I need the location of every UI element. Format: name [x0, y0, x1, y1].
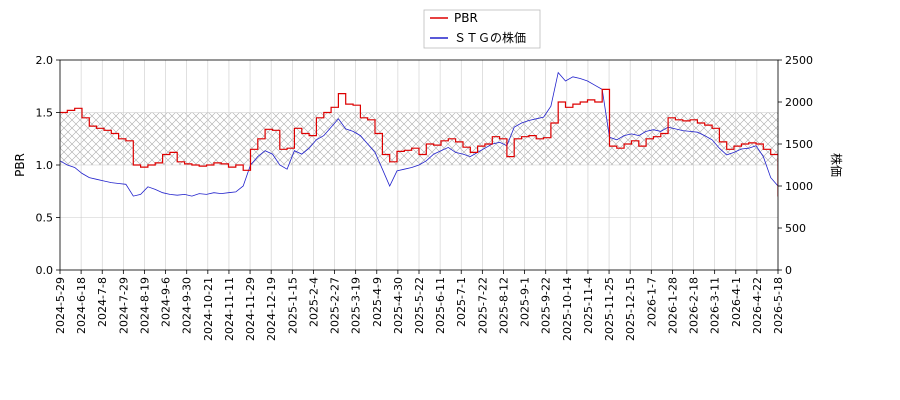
x-tick-label: 2025-2-4: [307, 277, 320, 327]
x-tick-label: 2024-9-6: [160, 277, 173, 327]
x-tick-label: 2025-6-11: [434, 277, 447, 334]
x-tick-label: 2026-4-1: [730, 277, 743, 327]
x-tick-label: 2025-9-1: [519, 277, 532, 327]
x-tick-label: 2025-4-9: [371, 277, 384, 327]
x-tick-label: 2025-4-30: [392, 277, 405, 334]
x-tick-label: 2025-7-1: [455, 277, 468, 327]
right-tick-label: 2500: [785, 54, 813, 67]
right-axis-ticks: 0 500 1000 1500 2000 2500: [778, 54, 813, 277]
right-tick-label: 2000: [785, 96, 813, 109]
x-tick-label: 2026-2-18: [688, 277, 701, 334]
x-tick-label: 2024-6-18: [75, 277, 88, 334]
left-tick-label: 0.5: [36, 212, 54, 225]
legend-label-stock-price: ＳＴＧの株価: [454, 30, 526, 45]
x-tick-label: 2026-1-28: [666, 277, 679, 334]
x-tick-label: 2025-5-22: [413, 277, 426, 334]
x-tick-label: 2025-10-14: [561, 277, 574, 341]
legend-box: [423, 9, 541, 49]
x-tick-label: 2025-2-27: [329, 277, 342, 334]
x-tick-label: 2024-11-29: [244, 277, 257, 341]
x-tick-label: 2024-12-19: [265, 277, 278, 341]
x-tick-label: 2024-5-29: [54, 277, 67, 334]
x-axis-ticks: 2024-5-29 2024-6-18 2024-7-8 2024-7-29 2024-…: [54, 270, 785, 341]
left-tick-label: 2.0: [36, 54, 54, 67]
x-tick-label: 2026-1-7: [645, 277, 658, 327]
right-axis-title: 株価: [829, 153, 844, 177]
x-tick-label: 2024-7-29: [117, 277, 130, 334]
x-tick-label: 2024-10-21: [202, 277, 215, 341]
legend: PBR ＳＴＧの株価: [423, 9, 541, 49]
x-tick-label: 2026-3-11: [709, 277, 722, 334]
left-axis-ticks: 0.0 0.5 1.0 1.5 2.0: [36, 54, 60, 277]
x-tick-label: 2025-11-25: [603, 277, 616, 341]
x-tick-label: 2025-8-12: [497, 277, 510, 334]
x-tick-label: 2024-8-19: [138, 277, 151, 334]
left-tick-label: 1.5: [36, 107, 54, 120]
x-tick-label: 2025-11-4: [582, 277, 595, 334]
right-tick-label: 0: [785, 264, 792, 277]
x-tick-label: 2026-4-22: [751, 277, 764, 334]
x-tick-label: 2025-3-19: [350, 277, 363, 334]
series-line-stock-price: [60, 71, 778, 197]
x-tick-label: 2024-9-30: [181, 277, 194, 334]
right-tick-label: 500: [785, 222, 806, 235]
x-tick-label: 2024-11-11: [223, 277, 236, 341]
legend-label-pbr: PBR: [454, 11, 478, 25]
x-tick-label: 2025-1-15: [286, 277, 299, 334]
right-tick-label: 1500: [785, 138, 813, 151]
left-tick-label: 1.0: [36, 159, 54, 172]
x-tick-label: 2025-7-22: [476, 277, 489, 334]
left-axis-title: PBR: [13, 153, 27, 177]
x-tick-label: 2025-12-15: [624, 277, 637, 341]
x-tick-label: 2025-9-22: [540, 277, 553, 334]
x-tick-label: 2026-5-18: [772, 277, 785, 334]
left-tick-label: 0.0: [36, 264, 54, 277]
right-tick-label: 1000: [785, 180, 813, 193]
x-tick-label: 2024-7-8: [96, 277, 109, 327]
series-line-pbr: [60, 88, 778, 197]
